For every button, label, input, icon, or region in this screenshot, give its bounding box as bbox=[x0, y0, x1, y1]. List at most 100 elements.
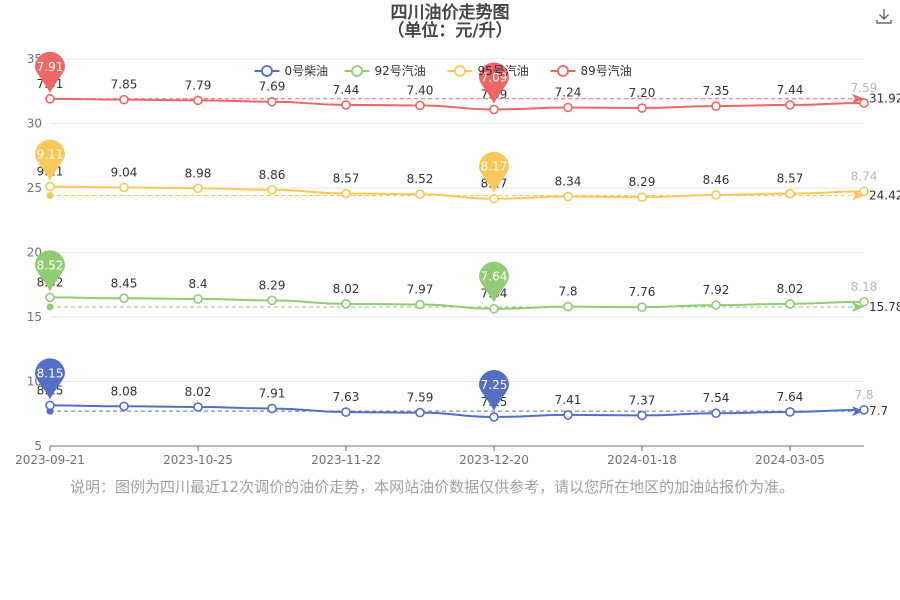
data-point bbox=[119, 293, 129, 304]
data-point bbox=[489, 303, 499, 314]
pin-marker bbox=[35, 358, 65, 400]
pin-label: 7.64 bbox=[481, 270, 508, 284]
average-label: 24.42 bbox=[869, 188, 900, 202]
pin-marker bbox=[35, 139, 65, 181]
data-point bbox=[563, 102, 573, 113]
data-point bbox=[267, 295, 277, 306]
data-point bbox=[489, 104, 499, 115]
data-point bbox=[711, 190, 721, 200]
data-point bbox=[859, 186, 869, 197]
data-point bbox=[637, 103, 647, 113]
data-label: 7.8 bbox=[558, 285, 577, 299]
pin-marker bbox=[479, 151, 509, 193]
data-label: 8.18 bbox=[851, 280, 878, 294]
average-label: 31.92 bbox=[869, 92, 900, 106]
series-line bbox=[49, 296, 865, 310]
data-point bbox=[193, 294, 203, 304]
data-label: 8.86 bbox=[259, 168, 286, 182]
data-label: 8.4 bbox=[188, 277, 207, 291]
data-point bbox=[415, 100, 425, 111]
series-line bbox=[49, 97, 865, 111]
data-point bbox=[859, 98, 869, 108]
data-point bbox=[267, 403, 277, 414]
data-label: 7.8 bbox=[854, 388, 873, 402]
data-point bbox=[637, 302, 647, 312]
data-label: 8.29 bbox=[259, 278, 286, 292]
chart-note: 说明：图例为四川最近12次调价的油价走势，本网站油价数据仅供参考，请以您所在地区… bbox=[70, 478, 795, 496]
data-label: 7.20 bbox=[629, 86, 656, 100]
data-label: 7.64 bbox=[777, 390, 804, 404]
y-tick-label: 30 bbox=[27, 117, 42, 131]
data-point bbox=[415, 407, 425, 418]
data-label: 8.02 bbox=[185, 385, 212, 399]
data-point bbox=[785, 299, 795, 309]
data-point bbox=[45, 181, 55, 192]
average-line-arrow bbox=[852, 190, 864, 201]
x-tick-label: 2023-11-22 bbox=[311, 453, 381, 467]
data-label: 7.37 bbox=[629, 393, 656, 407]
legend-marker bbox=[454, 65, 466, 77]
data-label: 7.69 bbox=[259, 80, 286, 94]
data-label: 8.45 bbox=[111, 276, 138, 290]
data-label: 8.02 bbox=[333, 282, 360, 296]
pin-label: 8.52 bbox=[37, 258, 64, 272]
data-label: 8.34 bbox=[555, 175, 582, 189]
legend-marker bbox=[351, 65, 363, 77]
data-point bbox=[415, 189, 425, 199]
data-point bbox=[193, 183, 203, 194]
data-label: 8.46 bbox=[703, 173, 730, 187]
chart-title: 四川油价走势图 bbox=[390, 3, 510, 23]
y-tick-label: 25 bbox=[27, 181, 42, 195]
pin-label: 8.15 bbox=[37, 366, 64, 380]
data-point bbox=[341, 407, 351, 417]
data-point bbox=[267, 96, 277, 107]
average-line-arrow bbox=[852, 406, 864, 417]
average-line-arrow bbox=[852, 93, 864, 104]
data-label: 8.98 bbox=[185, 166, 212, 180]
pin-marker bbox=[479, 261, 509, 303]
data-label: 7.76 bbox=[629, 285, 656, 299]
x-tick-label: 2024-01-18 bbox=[607, 453, 677, 467]
data-point bbox=[785, 407, 795, 417]
data-label: 8.52 bbox=[407, 172, 434, 186]
data-label: 7.59 bbox=[407, 391, 434, 405]
data-point bbox=[267, 185, 277, 195]
pin-label: 7.25 bbox=[481, 378, 508, 392]
average-line-arrow bbox=[852, 301, 864, 312]
y-tick-label: 15 bbox=[27, 310, 42, 324]
download-icon[interactable] bbox=[874, 6, 894, 26]
data-label: 8.08 bbox=[111, 384, 138, 398]
data-point bbox=[119, 182, 129, 193]
data-label: 8.29 bbox=[629, 175, 656, 189]
legend-label: 92号汽油 bbox=[375, 63, 426, 78]
data-point bbox=[785, 100, 795, 110]
legend-label: 95号汽油 bbox=[478, 63, 529, 78]
y-tick-label: 5 bbox=[34, 439, 42, 453]
data-point bbox=[45, 94, 55, 104]
data-label: 7.97 bbox=[407, 282, 434, 296]
data-label: 7.44 bbox=[777, 83, 804, 97]
average-label: 15.78 bbox=[869, 300, 900, 314]
x-tick-label: 2023-10-25 bbox=[163, 453, 233, 467]
pin-label: 7.91 bbox=[37, 60, 64, 74]
pin-label: 9.11 bbox=[37, 148, 64, 162]
data-point bbox=[711, 300, 721, 310]
pin-label: 8.17 bbox=[481, 160, 508, 174]
data-point bbox=[489, 193, 499, 204]
average-label: 7.7 bbox=[869, 404, 888, 418]
data-point bbox=[119, 401, 129, 412]
data-point bbox=[489, 412, 499, 422]
data-label: 7.92 bbox=[703, 283, 730, 297]
data-point bbox=[711, 101, 721, 111]
data-label: 8.57 bbox=[333, 172, 360, 186]
x-tick-label: 2024-03-05 bbox=[755, 453, 825, 467]
data-label: 8.74 bbox=[851, 169, 878, 183]
pin-marker bbox=[479, 62, 509, 104]
data-point bbox=[193, 95, 203, 106]
x-tick-label: 2023-09-21 bbox=[15, 453, 85, 467]
data-point bbox=[859, 296, 869, 307]
data-point bbox=[859, 405, 869, 415]
legend-label: 89号汽油 bbox=[581, 63, 632, 78]
x-tick-label: 2023-12-20 bbox=[459, 453, 529, 467]
